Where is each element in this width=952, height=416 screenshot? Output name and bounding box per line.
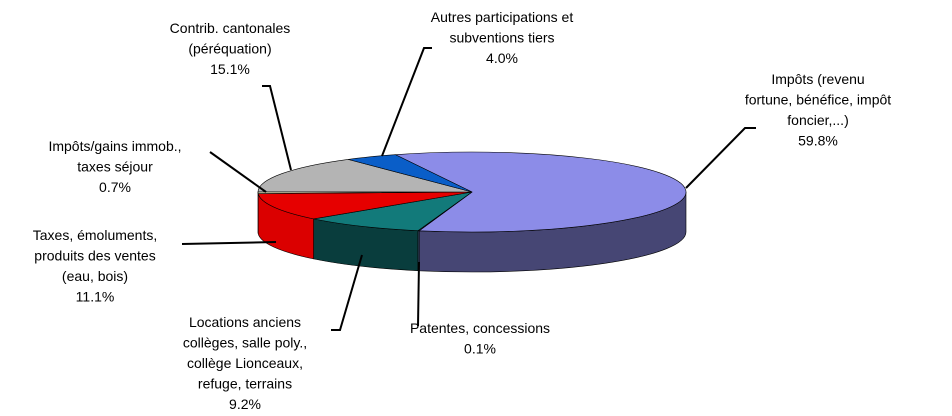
slice-label: Locations anciens collèges, salle poly., c… <box>183 314 307 412</box>
label-line: collèges, salle poly., <box>183 335 307 351</box>
value-label: 15.1% <box>210 61 250 77</box>
label-line: (eau, bois) <box>62 268 128 284</box>
leader-line <box>417 261 420 327</box>
leader-line <box>181 241 277 245</box>
label-line: Patentes, concessions <box>410 320 550 336</box>
label-line: taxes séjour <box>77 159 153 175</box>
slice <box>257 191 473 220</box>
label-line: Impôts (revenu <box>771 71 864 87</box>
label-line: refuge, terrains <box>198 376 292 392</box>
slice-label: Patentes, concessions 0.1% <box>410 320 550 357</box>
value-label: 59.8% <box>798 133 838 149</box>
label-line: (péréquation) <box>188 41 271 57</box>
slice <box>394 151 687 233</box>
slice-label: Contrib. cantonales (péréquation) 15.1% <box>170 20 291 77</box>
leader-line <box>209 151 267 193</box>
label-line: fortune, bénéfice, impôt <box>745 92 891 108</box>
leader-line <box>262 85 292 171</box>
label-line: subventions tiers <box>449 30 554 46</box>
slice-label: Autres participations et subventions tier… <box>431 9 574 66</box>
label-line: Autres participations et <box>431 9 574 25</box>
slice <box>257 159 473 193</box>
label-line: Locations anciens <box>189 314 301 330</box>
slice-label: Taxes, émoluments, produits des ventes (ea… <box>33 227 158 305</box>
slice-label: Impôts (revenu fortune, bénéfice, impôt fo… <box>745 71 891 149</box>
label-line: produits des ventes <box>34 248 155 264</box>
label-line: Contrib. cantonales <box>170 20 291 36</box>
value-label: 9.2% <box>229 396 261 412</box>
leader-line <box>685 127 756 189</box>
leader-line <box>331 254 363 331</box>
value-label: 4.0% <box>486 50 518 66</box>
label-line: foncier,...) <box>787 112 848 128</box>
slice <box>313 191 473 232</box>
label-line: Taxes, émoluments, <box>33 227 158 243</box>
leader-line <box>381 47 432 157</box>
value-label: 0.1% <box>464 341 496 357</box>
value-label: 0.7% <box>99 179 131 195</box>
slice-label: Impôts/gains immob., taxes séjour 0.7% <box>48 138 181 195</box>
value-label: 11.1% <box>76 289 115 305</box>
slice <box>347 154 473 193</box>
label-line: collège Lionceaux, <box>187 355 303 371</box>
label-line: Impôts/gains immob., <box>48 138 181 154</box>
